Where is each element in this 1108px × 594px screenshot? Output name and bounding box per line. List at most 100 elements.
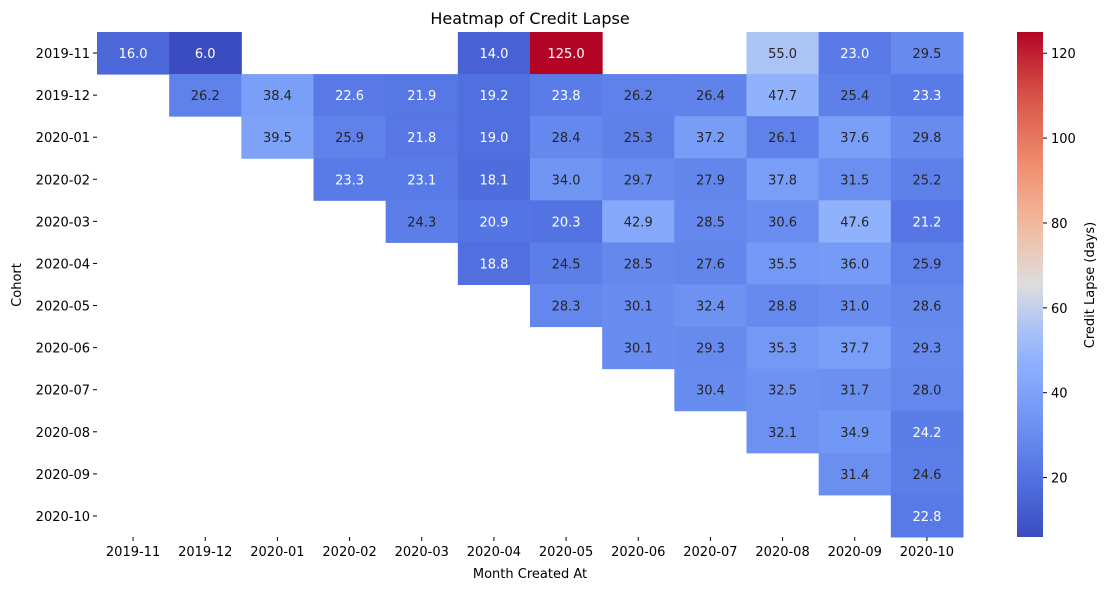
- heatmap-cell: [890, 74, 964, 117]
- heatmap-cell: [674, 326, 747, 370]
- heatmap-cells: [97, 32, 964, 538]
- heatmap-cell: [674, 116, 747, 159]
- cell-value-label: 23.0: [840, 47, 869, 62]
- heatmap-cell: [313, 158, 387, 201]
- cell-value-label: 55.0: [768, 47, 797, 62]
- colorbar-tick-label: 20: [1051, 472, 1068, 487]
- heatmap-cell: [746, 116, 820, 159]
- cell-value-label: 37.8: [768, 173, 797, 188]
- cell-value-label: 29.7: [624, 173, 653, 188]
- heatmap-cell: [602, 74, 675, 117]
- cell-value-label: 25.9: [335, 131, 364, 146]
- heatmap-cell: [818, 452, 892, 496]
- x-tick-label: 2020-01: [250, 545, 304, 560]
- heatmap-cell: [241, 116, 314, 159]
- y-axis-label: Cohort: [10, 263, 25, 307]
- cell-value-label: 22.6: [335, 89, 364, 104]
- cell-value-label: 37.7: [840, 342, 869, 357]
- x-tick-label: 2019-12: [178, 545, 232, 560]
- heatmap-cell: [746, 74, 820, 117]
- cell-value-label: 35.5: [768, 257, 797, 272]
- heatmap-cell: [674, 158, 747, 201]
- cell-value-label: 31.7: [840, 384, 869, 399]
- heatmap-cell: [457, 200, 531, 243]
- heatmap-cell: [530, 200, 603, 243]
- heatmap-cell: [674, 242, 747, 285]
- heatmap-cell: [602, 284, 675, 328]
- heatmap-cell: [674, 74, 747, 117]
- colorbar-tick-label: 100: [1051, 132, 1076, 147]
- heatmap-cell: [530, 284, 603, 328]
- y-tick-label: 2019-12: [36, 89, 90, 104]
- cell-value-label: 37.2: [696, 131, 725, 146]
- heatmap-cell: [457, 74, 531, 117]
- y-tick-label: 2020-01: [36, 131, 90, 146]
- y-tick-label: 2019-11: [36, 47, 90, 62]
- x-axis-ticks: 2019-11 2019-12 2020-01 2020-02 2020-03 2020-…: [106, 537, 954, 560]
- heatmap-cell: [890, 158, 964, 201]
- cell-value-label: 18.1: [479, 173, 508, 188]
- heatmap-cell: [385, 158, 459, 201]
- cell-value-label: 32.5: [768, 384, 797, 399]
- cell-value-label: 34.9: [840, 426, 869, 441]
- cell-value-label: 27.9: [696, 173, 725, 188]
- cell-value-label: 18.8: [479, 257, 508, 272]
- cell-value-label: 21.2: [912, 215, 941, 230]
- cell-value-label: 25.4: [840, 89, 869, 104]
- cell-value-label: 21.9: [407, 89, 436, 104]
- heatmap-cell: [385, 116, 459, 159]
- heatmap-cell: [818, 74, 892, 117]
- cell-value-label: 25.2: [912, 173, 941, 188]
- heatmap-cell: [97, 32, 170, 75]
- cell-value-label: 19.2: [479, 89, 508, 104]
- cell-value-label: 22.8: [912, 510, 941, 525]
- heatmap-cell: [746, 158, 820, 201]
- cell-value-label: 24.5: [552, 257, 581, 272]
- heatmap-cell: [890, 242, 964, 285]
- heatmap-cell: [313, 116, 387, 159]
- heatmap-cell: [746, 410, 820, 454]
- x-tick-label: 2020-02: [322, 545, 376, 560]
- heatmap-cell: [746, 284, 820, 328]
- heatmap-cell: [818, 158, 892, 201]
- cell-value-label: 32.4: [696, 300, 725, 315]
- cell-value-label: 21.8: [407, 131, 436, 146]
- cell-value-label: 42.9: [624, 215, 653, 230]
- heatmap-cell-labels: 16.0 6.0 14.0 125.0 55.0 23.0 29.5 26.2 38.4 22.6…: [119, 47, 942, 525]
- cell-value-label: 47.6: [840, 215, 869, 230]
- cell-value-label: 26.2: [191, 89, 220, 104]
- cell-value-label: 26.4: [696, 89, 725, 104]
- colorbar: [1017, 32, 1043, 537]
- heatmap-cell: [674, 368, 747, 412]
- heatmap-cell: [169, 32, 242, 75]
- heatmap-cell: [890, 326, 964, 370]
- heatmap-cell: [818, 284, 892, 328]
- colorbar-tick-label: 60: [1051, 302, 1068, 317]
- cell-value-label: 30.6: [768, 215, 797, 230]
- cell-value-label: 24.6: [912, 468, 941, 483]
- cell-value-label: 28.5: [624, 257, 653, 272]
- heatmap-cell: [457, 32, 531, 75]
- heatmap-cell: [457, 242, 531, 285]
- heatmap-cell: [457, 116, 531, 159]
- cell-value-label: 31.4: [840, 468, 869, 483]
- cell-value-label: 16.0: [119, 47, 148, 62]
- heatmap-cell: [241, 74, 314, 117]
- cell-value-label: 36.0: [840, 257, 869, 272]
- cell-value-label: 34.0: [552, 173, 581, 188]
- colorbar-tick-label: 80: [1051, 217, 1068, 232]
- heatmap-cell: [890, 494, 964, 538]
- cell-value-label: 31.5: [840, 173, 869, 188]
- heatmap-cell: [818, 116, 892, 159]
- y-tick-label: 2020-04: [36, 257, 90, 272]
- x-tick-label: 2020-04: [467, 545, 521, 560]
- cell-value-label: 27.6: [696, 257, 725, 272]
- heatmap-cell: [602, 200, 675, 243]
- heatmap-cell: [818, 326, 892, 370]
- heatmap-cell: [385, 74, 459, 117]
- heatmap-cell: [746, 200, 820, 243]
- x-tick-label: 2019-11: [106, 545, 160, 560]
- x-tick-label: 2020-07: [683, 545, 737, 560]
- cell-value-label: 47.7: [768, 89, 797, 104]
